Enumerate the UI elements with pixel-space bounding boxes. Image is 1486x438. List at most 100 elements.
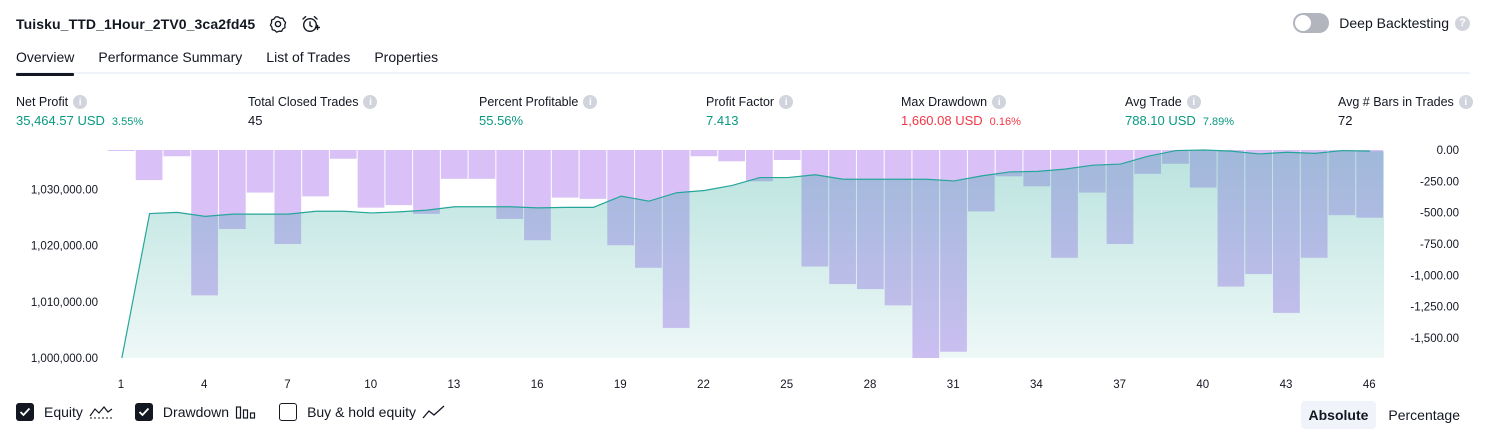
drawdown-bar [746, 150, 773, 182]
x-tick-label: 34 [1030, 379, 1043, 391]
drawdown-bar [413, 150, 440, 214]
help-icon[interactable]: ? [1455, 15, 1470, 31]
equity-line-icon [89, 404, 113, 420]
metric-label: Percent Profitable [479, 95, 579, 109]
metric-value: 45 [248, 113, 263, 128]
metric-net-profit: Net Profit i 35,464.57 USD 3.55% [16, 94, 143, 128]
drawdown-checkbox[interactable] [134, 403, 153, 421]
metric-profit-factor: Profit Factor i 7.413 [706, 94, 794, 128]
buy-hold-checkbox[interactable] [279, 403, 298, 421]
deep-backtesting-toggle[interactable] [1293, 13, 1330, 33]
metric-percent: 0.16% [989, 116, 1021, 128]
info-icon[interactable]: i [1458, 95, 1473, 109]
drawdown-bar [718, 150, 745, 162]
deep-backtesting-label: Deep Backtesting [1339, 15, 1449, 31]
right-tick-label: -500.00 [1420, 208, 1459, 220]
drawdown-bar [468, 150, 496, 179]
legend-label: Drawdown [162, 404, 230, 420]
gear-icon[interactable] [267, 13, 289, 35]
chart-legend: Equity Drawdown Buy & hold equity [16, 403, 468, 421]
metric-value: 72 [1338, 113, 1353, 128]
drawdown-bar [357, 150, 385, 208]
equity-checkbox[interactable] [16, 403, 34, 421]
equity-drawdown-chart[interactable]: 1,000,000.00 1,010,000.00 1,020,000.00 1,03… [0, 140, 1486, 398]
toggle-knob [1295, 15, 1312, 31]
x-tick-label: 4 [201, 379, 208, 391]
drawdown-bar [302, 150, 329, 197]
left-tick-label: 1,010,000.00 [31, 297, 98, 309]
info-icon[interactable]: i [583, 95, 598, 109]
x-tick-label: 7 [284, 379, 290, 391]
metric-label: Total Closed Trades [248, 95, 359, 109]
x-tick-label: 10 [364, 379, 377, 391]
info-icon[interactable]: i [992, 95, 1007, 109]
drawdown-bar [440, 150, 468, 179]
metric-total-closed-trades: Total Closed Trades i 45 [248, 94, 378, 128]
info-icon[interactable]: i [73, 95, 88, 109]
x-tick-label: 22 [697, 379, 710, 391]
right-tick-label: -1,500.00 [1410, 333, 1459, 345]
drawdown-bar [385, 150, 413, 206]
drawdown-bar [135, 150, 163, 181]
x-tick-label: 31 [947, 379, 960, 391]
tab-overview[interactable]: Overview [16, 44, 75, 76]
legend-buy-hold-equity[interactable]: Buy & hold equity [279, 403, 446, 421]
legend-label: Equity [44, 404, 83, 420]
absolute-button[interactable]: Absolute [1300, 401, 1377, 429]
drawdown-bar [108, 150, 135, 151]
info-icon[interactable]: i [1186, 95, 1201, 109]
legend-equity[interactable]: Equity [16, 403, 113, 421]
strategy-header: Tuisku_TTD_1Hour_2TV0_3ca2fd45 [16, 12, 321, 36]
right-tick-label: -250.00 [1420, 176, 1459, 188]
x-axis: 1 4 7 10 13 16 19 22 25 28 31 34 37 40 43 46 [118, 379, 1376, 391]
tab-performance-summary[interactable]: Performance Summary [98, 49, 243, 65]
tab-properties[interactable]: Properties [374, 49, 439, 65]
alarm-clock-plus-icon[interactable] [299, 13, 321, 35]
drawdown-bar [690, 150, 718, 157]
x-tick-label: 13 [448, 379, 461, 391]
info-icon[interactable]: i [363, 95, 378, 109]
x-tick-label: 19 [614, 379, 627, 391]
strategy-name: Tuisku_TTD_1Hour_2TV0_3ca2fd45 [16, 16, 256, 32]
metric-label: Max Drawdown [901, 95, 988, 109]
buy-hold-line-icon [422, 404, 446, 420]
tab-list-of-trades[interactable]: List of Trades [266, 49, 351, 65]
drawdown-bars-icon [235, 404, 257, 420]
tab-bar: Overview Performance Summary List of Tra… [16, 44, 1470, 76]
drawdown-bar [551, 150, 579, 198]
x-tick-label: 28 [864, 379, 877, 391]
metric-value: 7.413 [706, 113, 739, 128]
x-tick-label: 37 [1113, 379, 1126, 391]
left-tick-label: 1,030,000.00 [31, 184, 98, 196]
drawdown-bar [329, 150, 357, 159]
legend-drawdown[interactable]: Drawdown [134, 403, 257, 421]
info-icon[interactable]: i [779, 95, 794, 109]
left-tick-label: 1,000,000.00 [31, 353, 98, 365]
chart-mode-switch: Absolute Percentage [1297, 401, 1469, 429]
x-tick-label: 25 [780, 379, 793, 391]
metric-avg-trade: Avg Trade i 788.10 USD 7.89% [1125, 94, 1234, 128]
metric-value: 35,464.57 USD [16, 113, 105, 128]
left-tick-label: 1,020,000.00 [31, 241, 98, 253]
x-tick-label: 46 [1363, 379, 1376, 391]
percentage-button[interactable]: Percentage [1388, 407, 1460, 423]
metric-percent: 7.89% [1202, 116, 1235, 128]
right-tick-label: 0.00 [1437, 145, 1459, 157]
metric-value: 55.56% [479, 113, 524, 128]
right-axis: 0.00 -250.00 -500.00 -750.00 -1,000.00 -1,250… [1410, 145, 1459, 345]
drawdown-bar [246, 150, 274, 193]
drawdown-bar [579, 150, 607, 199]
drawdown-bar [773, 150, 801, 161]
metric-percent-profitable: Percent Profitable i 55.56% [479, 94, 598, 128]
metric-percent: 3.55% [111, 116, 144, 128]
drawdown-bar [163, 150, 191, 157]
metric-label: Profit Factor [706, 95, 775, 109]
metric-label: Avg # Bars in Trades [1338, 95, 1454, 109]
metric-max-drawdown: Max Drawdown i 1,660.08 USD 0.16% [901, 94, 1021, 128]
metric-value: 1,660.08 USD [901, 113, 983, 128]
right-tick-label: -1,000.00 [1410, 270, 1459, 282]
x-tick-label: 16 [531, 379, 544, 391]
metric-label: Avg Trade [1125, 95, 1182, 109]
metric-value: 788.10 USD [1125, 113, 1196, 128]
right-tick-label: -750.00 [1420, 239, 1459, 251]
